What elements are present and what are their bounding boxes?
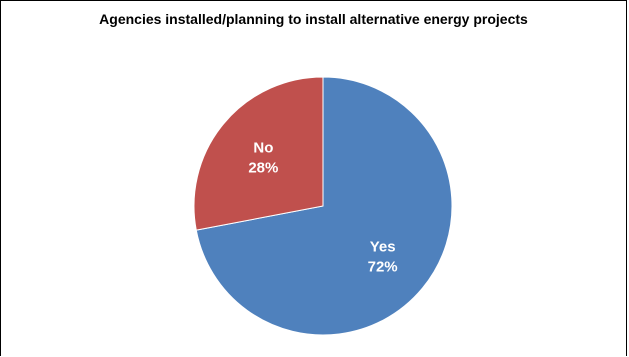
pie-slice-no (193, 76, 324, 231)
pie-slice-yes (195, 76, 453, 336)
chart-title: Agencies installed/planning to install a… (99, 11, 528, 27)
slice-label-yes: Yes (370, 238, 396, 255)
slice-value-yes: 72% (368, 258, 398, 275)
slice-value-no: 28% (248, 160, 278, 177)
slice-label-no: No (253, 140, 273, 157)
